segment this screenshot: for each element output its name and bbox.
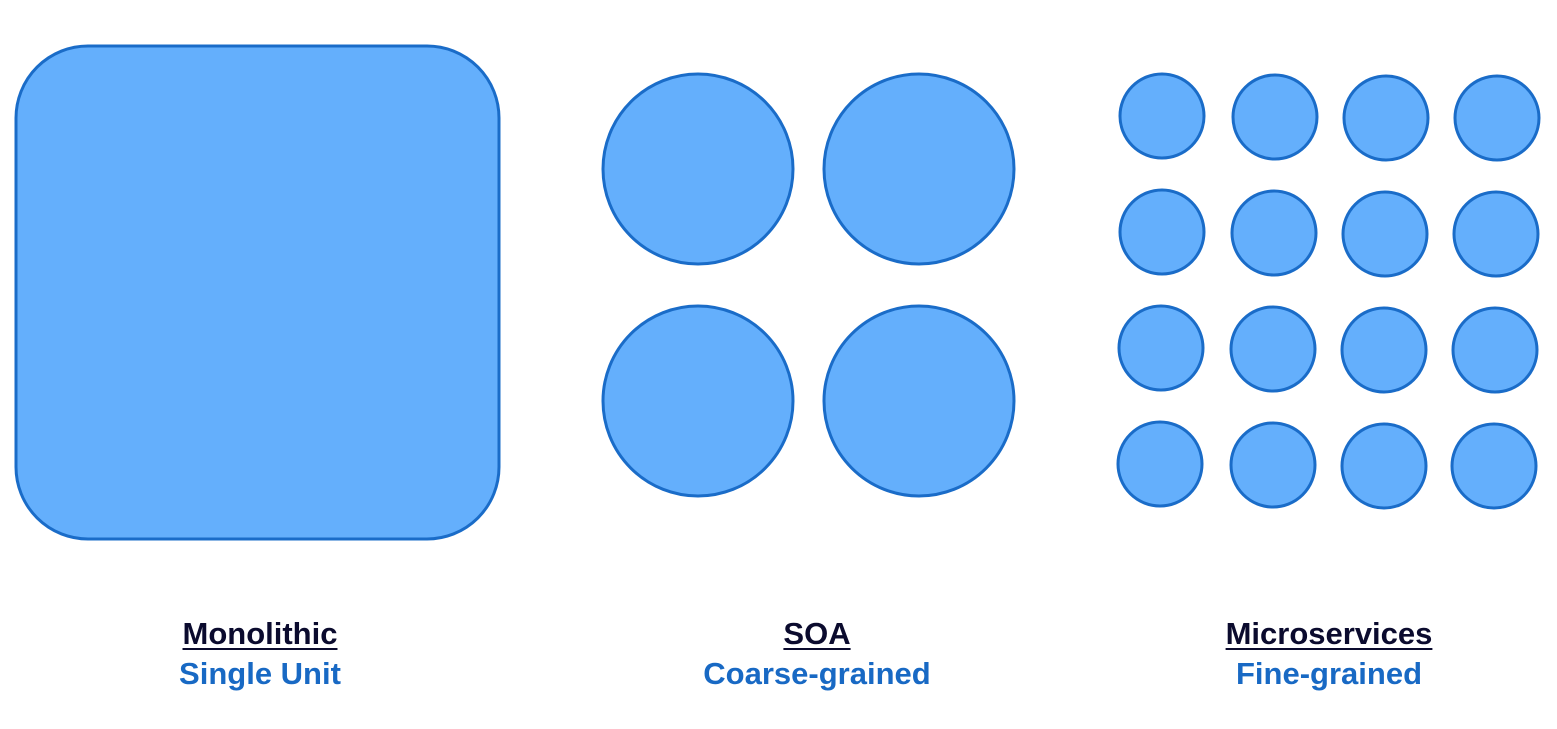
monolithic-subtitle: Single Unit bbox=[179, 656, 341, 691]
microservices bbox=[1116, 72, 1541, 510]
microservice bbox=[1341, 190, 1429, 278]
microservice bbox=[1340, 422, 1428, 510]
microservice bbox=[1229, 421, 1317, 509]
monolithic-title: Monolithic bbox=[182, 616, 338, 651]
microservice bbox=[1453, 74, 1541, 162]
microservices-subtitle: Fine-grained bbox=[1235, 656, 1422, 691]
microservice bbox=[1452, 190, 1540, 278]
microservice bbox=[1342, 74, 1430, 162]
microservice bbox=[1118, 72, 1206, 160]
microservice bbox=[1118, 188, 1206, 276]
soa-subtitle: Coarse-grained bbox=[703, 656, 931, 691]
microservice bbox=[1230, 189, 1318, 277]
microservices-title: Microservices bbox=[1225, 616, 1433, 651]
soa-service bbox=[601, 304, 795, 498]
soa-caption: SOA Coarse-grained bbox=[617, 614, 1017, 694]
monolith-block bbox=[14, 44, 501, 541]
microservice bbox=[1229, 305, 1317, 393]
microservice bbox=[1340, 306, 1428, 394]
microservice bbox=[1117, 304, 1205, 392]
soa-service bbox=[601, 72, 795, 266]
microservice bbox=[1450, 422, 1538, 510]
microservice bbox=[1451, 306, 1539, 394]
microservices-caption: Microservices Fine-grained bbox=[1129, 614, 1529, 694]
soa-service bbox=[822, 304, 1016, 498]
microservice bbox=[1116, 420, 1204, 508]
soa-service bbox=[822, 72, 1016, 266]
monolithic-caption: Monolithic Single Unit bbox=[60, 614, 460, 694]
microservice bbox=[1231, 73, 1319, 161]
soa-services bbox=[601, 72, 1016, 498]
soa-title: SOA bbox=[783, 616, 851, 651]
